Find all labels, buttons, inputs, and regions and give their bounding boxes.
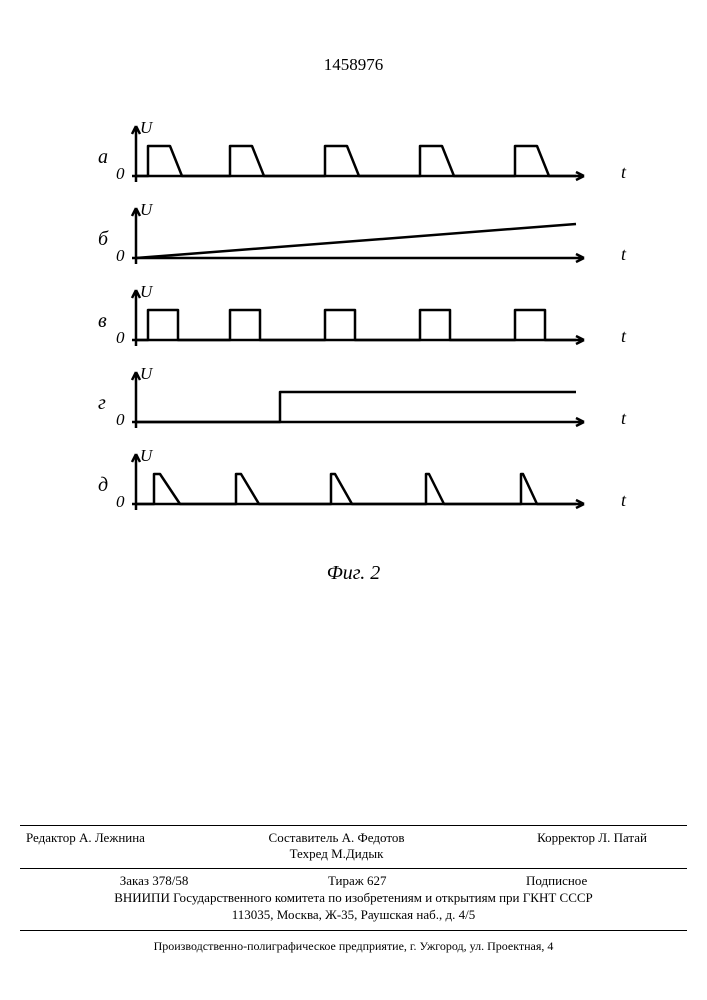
footer-order: Заказ 378/58 — [120, 873, 189, 889]
footer-corrector: Корректор Л. Патай — [442, 830, 687, 862]
x-axis-label: t — [621, 326, 626, 347]
row-label: д — [98, 474, 108, 497]
zero-label: 0 — [116, 164, 125, 184]
footer-compiler-techred: Составитель А. Федотов Техред М.Дидык — [231, 830, 442, 862]
plot-row: а0Ut — [130, 120, 610, 194]
row-label: б — [98, 228, 108, 251]
plot-svg — [130, 284, 590, 356]
footer-tirage: Тираж 627 — [328, 873, 387, 889]
row-label: в — [98, 310, 107, 333]
plot-row: г0Ut — [130, 366, 610, 440]
row-label: а — [98, 146, 108, 169]
footer-printer: Производственно-полиграфическое предприя… — [20, 931, 687, 954]
footer-editor: Редактор А. Лежнина — [20, 830, 231, 862]
x-axis-label: t — [621, 408, 626, 429]
x-axis-label: t — [621, 244, 626, 265]
zero-label: 0 — [116, 410, 125, 430]
footer-org-row: Заказ 378/58 Тираж 627 Подписное ВНИИПИ … — [20, 869, 687, 931]
plot-svg — [130, 366, 590, 438]
zero-label: 0 — [116, 492, 125, 512]
zero-label: 0 — [116, 328, 125, 348]
footer-techred: Техред М.Дидык — [237, 846, 436, 862]
plot-row: д0Ut — [130, 448, 610, 522]
x-axis-label: t — [621, 162, 626, 183]
footer-org-line2: 113035, Москва, Ж-35, Раушская наб., д. … — [20, 907, 687, 923]
footer-org-line1: ВНИИПИ Государственного комитета по изоб… — [20, 890, 687, 906]
timing-diagram: а0Ut б0Ut в0Ut г0Ut д0Ut — [130, 120, 610, 560]
zero-label: 0 — [116, 246, 125, 266]
footer-compiler: Составитель А. Федотов — [237, 830, 436, 846]
plot-svg — [130, 202, 590, 274]
plot-svg — [130, 448, 590, 520]
figure-caption: Фиг. 2 — [0, 562, 707, 585]
page-number: 1458976 — [0, 55, 707, 75]
plot-row: в0Ut — [130, 284, 610, 358]
footer-block: Редактор А. Лежнина Составитель А. Федот… — [20, 825, 687, 954]
plot-row: б0Ut — [130, 202, 610, 276]
plot-svg — [130, 120, 590, 192]
x-axis-label: t — [621, 490, 626, 511]
footer-subscribed: Подписное — [526, 873, 587, 889]
row-label: г — [98, 392, 106, 415]
footer-credits-row: Редактор А. Лежнина Составитель А. Федот… — [20, 825, 687, 869]
